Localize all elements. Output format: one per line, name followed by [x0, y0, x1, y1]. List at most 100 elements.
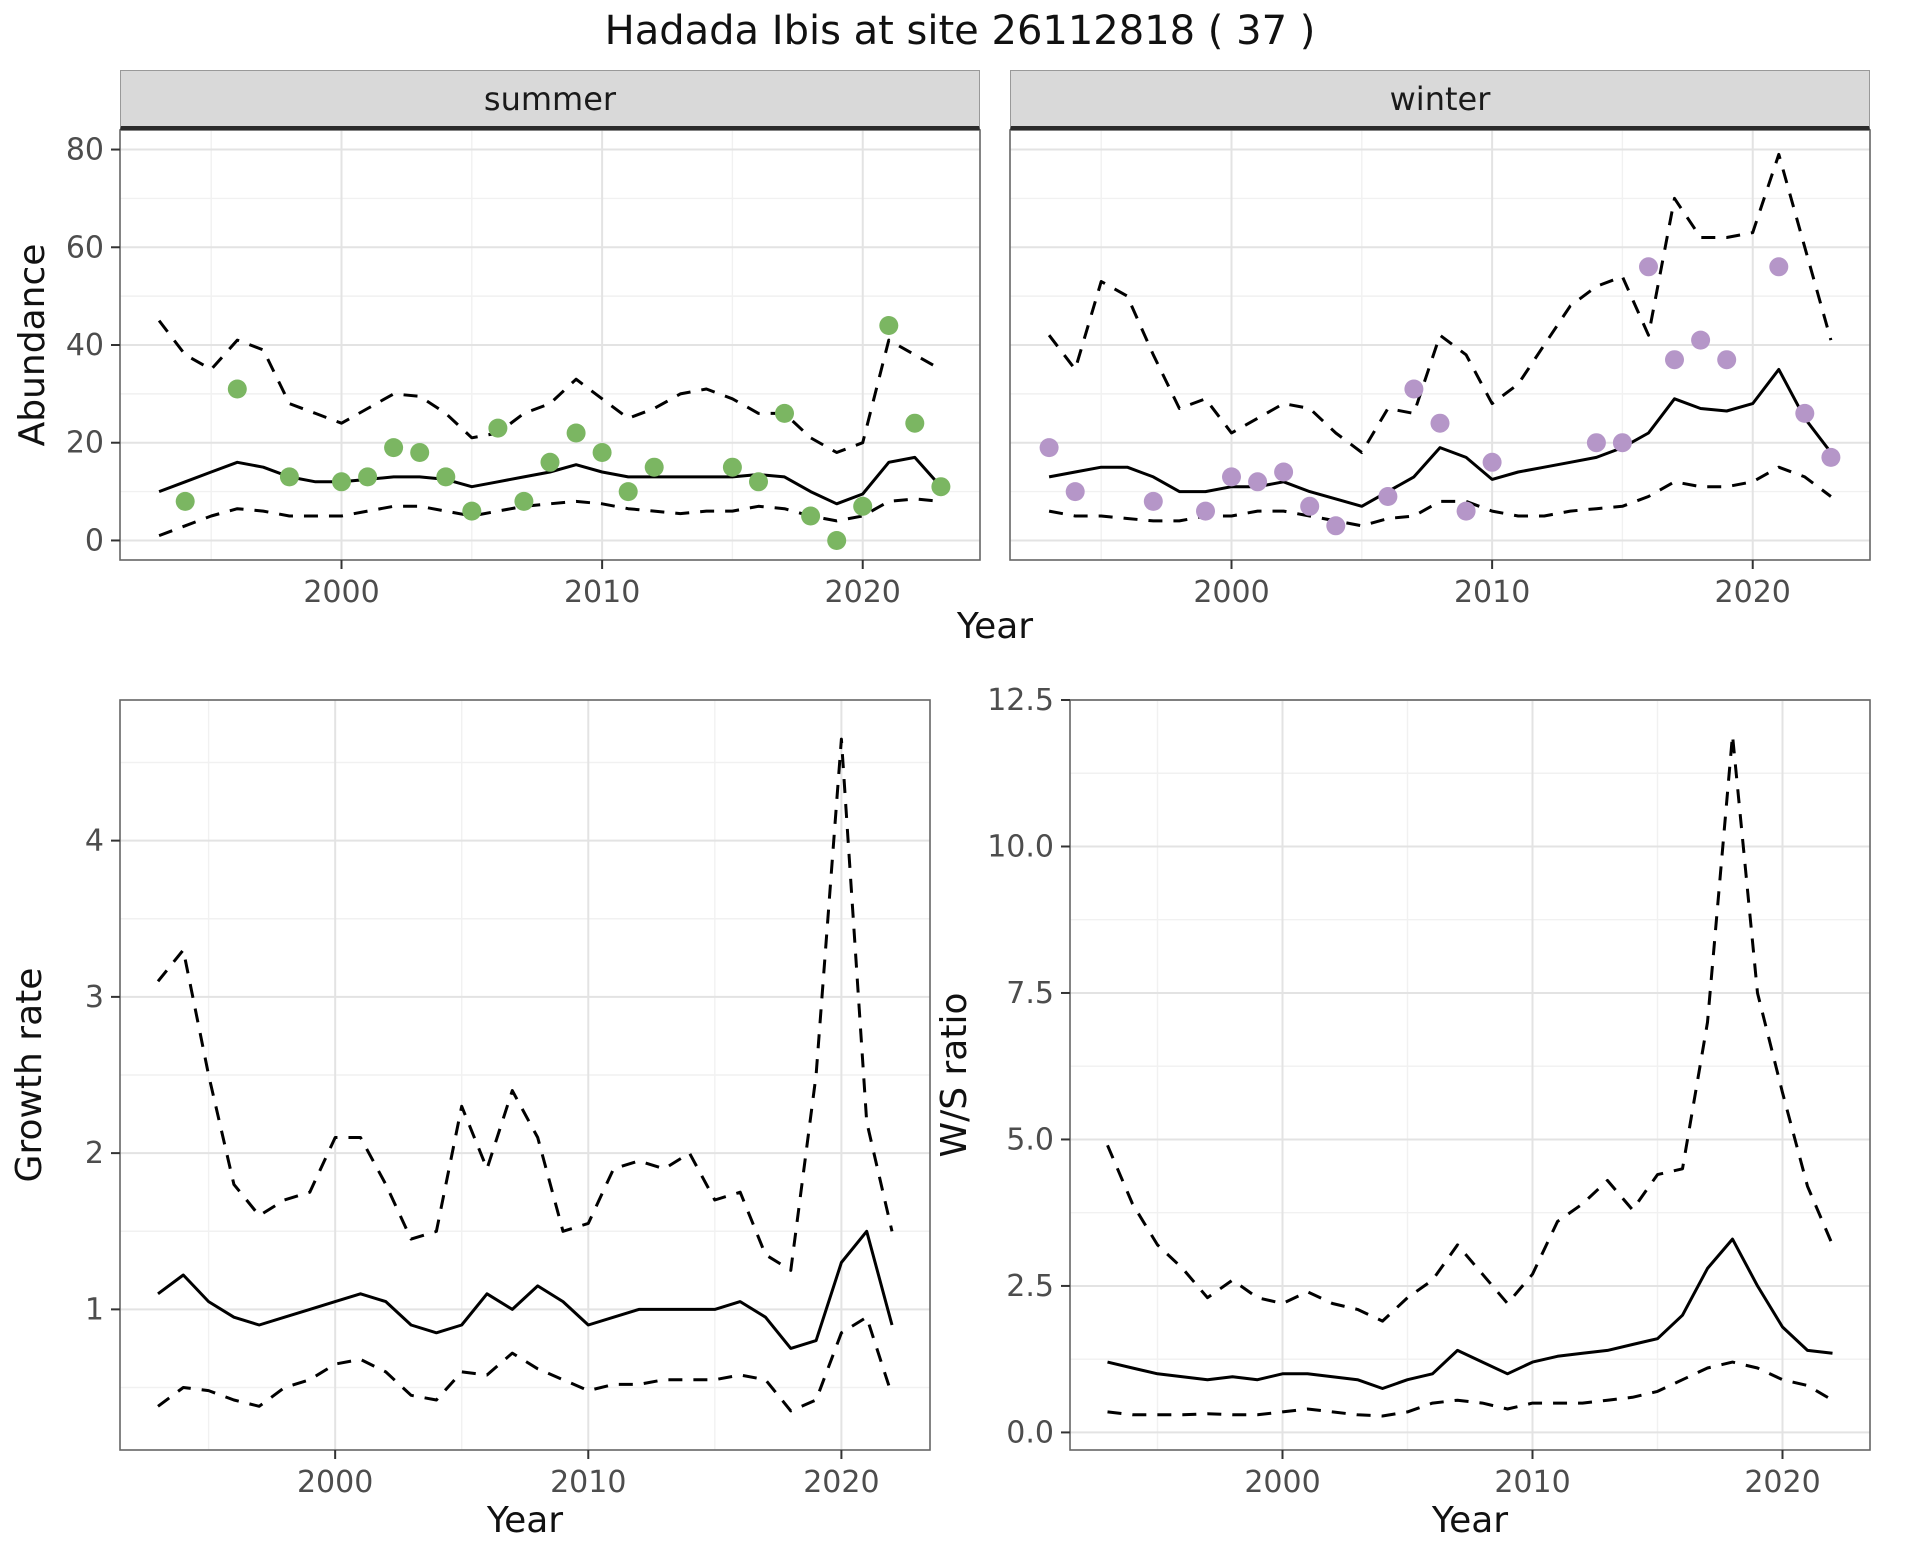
observed-summer-point: [853, 496, 873, 516]
observed-winter-point: [1717, 350, 1737, 370]
observed-winter-point: [1769, 257, 1789, 277]
ws-ratio-upper-ci-line: [1106, 733, 1834, 1323]
observed-winter-point: [1821, 447, 1841, 467]
facet-strip-summer: summer: [120, 70, 980, 130]
y-tick-label: 7.5: [1006, 976, 1054, 1011]
abundance-winter-chart: 2000 2010 2020: [1009, 129, 1871, 610]
observed-winter-point: [1039, 438, 1059, 458]
x-tick-label: 2020: [1715, 575, 1791, 610]
y-tick-label: 2.5: [1006, 1269, 1054, 1304]
observed-summer-point: [410, 443, 430, 462]
observed-summer-point: [618, 482, 638, 502]
observed-summer-point: [827, 531, 847, 550]
y-tick-label: 10.0: [987, 829, 1054, 864]
y-tick-label: 12.5: [987, 683, 1054, 718]
observed-winter-point: [1222, 467, 1241, 487]
ws-ratio-chart: 2000 2010 2020 0.0 2.5 5.0 7.5 10.0 12.5: [987, 683, 1871, 1500]
observed-winter-point: [1248, 472, 1268, 492]
ws-ratio-panel: [1070, 700, 1870, 1450]
x-tick-label: 2020: [825, 575, 901, 610]
y-axis-title-ws-ratio: W/S ratio: [934, 992, 975, 1158]
y-axis-title-growth-rate: Growth rate: [9, 967, 50, 1183]
observed-winter-point: [1430, 413, 1450, 433]
growth-rate-chart: 2000 2010 2020 1 2 3 4: [85, 699, 931, 1500]
y-tick-label: 0.0: [1006, 1415, 1054, 1450]
observed-summer-point: [462, 501, 482, 521]
x-tick-label: 2000: [1193, 575, 1269, 610]
x-tick-label: 2000: [297, 1465, 373, 1500]
x-tick-label: 2010: [1494, 1465, 1570, 1500]
abundance-summer-chart: 2000 2010 2020 0 20 40 60 80: [66, 129, 981, 610]
y-tick-label: 5.0: [1006, 1122, 1054, 1157]
observed-summer-point: [227, 379, 247, 399]
y-axis-title-abundance: Abundance: [12, 243, 53, 447]
x-tick-label: 2020: [803, 1465, 879, 1500]
observed-winter-point: [1456, 501, 1476, 521]
growth-rate-upper-ci-line: [156, 737, 894, 1272]
observed-summer-point: [722, 457, 742, 477]
ws-ratio-estimate-line: [1107, 1237, 1833, 1390]
observed-summer-point: [279, 467, 299, 487]
y-tick-label: 80: [66, 133, 104, 168]
x-tick-label: 2010: [564, 575, 640, 610]
x-axis-title-year-top: Year: [956, 606, 1034, 647]
observed-summer-point: [801, 506, 821, 526]
y-tick-label: 60: [66, 230, 104, 265]
observed-winter-point: [1665, 350, 1684, 370]
observed-winter-point: [1612, 433, 1632, 453]
abundance-winter-upper-ci-line: [1047, 152, 1833, 454]
facet-strip-winter: winter: [1010, 70, 1870, 130]
x-axis-title-year-ws: Year: [1431, 1500, 1509, 1541]
observed-summer-point: [175, 491, 195, 511]
observed-summer-point: [931, 477, 951, 497]
x-tick-label: 2010: [1454, 575, 1530, 610]
ws-ratio-panel-border: [1069, 699, 1871, 1451]
observed-winter-point: [1300, 496, 1320, 516]
observed-summer-point: [358, 467, 378, 487]
observed-summer-point: [905, 413, 925, 433]
observed-summer-point: [488, 418, 508, 438]
observed-winter-point: [1691, 330, 1711, 350]
y-tick-label: 2: [85, 1136, 104, 1171]
x-tick-label: 2010: [550, 1465, 626, 1500]
observed-summer-point: [592, 443, 612, 462]
observed-summer-point: [644, 457, 664, 477]
y-tick-label: 20: [66, 426, 104, 461]
observed-summer-point: [566, 423, 586, 443]
observed-summer-point: [514, 491, 534, 511]
observed-winter-point: [1795, 403, 1815, 423]
observed-winter-point: [1143, 491, 1163, 511]
observed-winter-point: [1274, 462, 1294, 482]
x-tick-label: 2020: [1744, 1465, 1820, 1500]
observed-summer-point: [879, 316, 899, 335]
abundance-winter-lower-ci-line: [1048, 465, 1832, 528]
x-tick-label: 2000: [1244, 1465, 1320, 1500]
observed-winter-point: [1482, 452, 1502, 472]
x-axis-title-year-growth: Year: [486, 1500, 564, 1541]
y-tick-label: 40: [66, 328, 104, 363]
observed-summer-point: [540, 452, 560, 472]
observed-summer-point: [384, 438, 404, 458]
y-tick-label: 1: [85, 1292, 104, 1327]
observed-winter-point: [1586, 433, 1606, 453]
observed-winter-point: [1378, 487, 1398, 506]
y-tick-label: 0: [85, 523, 104, 558]
observed-winter-point: [1196, 501, 1215, 521]
x-tick-label: 2000: [303, 575, 379, 610]
observed-winter-point: [1065, 482, 1085, 502]
facet-strip-winter-label: winter: [1389, 79, 1491, 118]
growth-rate-lower-ci-line: [157, 1315, 894, 1413]
y-tick-label: 4: [85, 824, 104, 859]
growth-rate-estimate-line: [157, 1229, 894, 1350]
abundance-winter-panel-border: [1009, 129, 1871, 561]
abundance-winter-estimate-line: [1048, 367, 1833, 508]
chart-title: Hadada Ibis at site 26112818 ( 37 ): [604, 8, 1316, 54]
observed-summer-point: [436, 467, 456, 487]
observed-winter-point: [1326, 516, 1346, 536]
observed-summer-point: [332, 472, 351, 492]
observed-summer-point: [749, 472, 768, 492]
observed-winter-point: [1404, 379, 1424, 399]
facet-strip-summer-label: summer: [483, 79, 617, 118]
observed-winter-point: [1639, 257, 1658, 277]
